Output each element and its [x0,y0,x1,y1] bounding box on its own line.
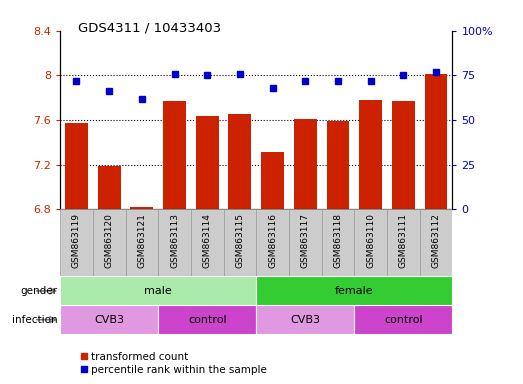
Text: control: control [384,314,423,325]
Bar [419,209,452,276]
Text: CVB3: CVB3 [94,314,124,325]
Text: gender: gender [20,286,58,296]
Text: GSM863119: GSM863119 [72,213,81,268]
Bar [191,209,224,276]
Bar [256,276,452,305]
Bar [60,305,158,334]
Text: control: control [188,314,226,325]
Text: GSM863110: GSM863110 [366,213,375,268]
Bar [289,209,322,276]
Bar [355,305,452,334]
Legend: transformed count, percentile rank within the sample: transformed count, percentile rank withi… [76,348,271,379]
Text: GSM863121: GSM863121 [138,213,146,268]
Bar [261,152,284,209]
Bar [65,123,88,209]
Bar [158,305,256,334]
Text: female: female [335,286,373,296]
Bar [359,100,382,209]
Text: GSM863111: GSM863111 [399,213,408,268]
Bar [98,166,121,209]
Text: GSM863113: GSM863113 [170,213,179,268]
Text: GSM863118: GSM863118 [334,213,343,268]
Text: GSM863117: GSM863117 [301,213,310,268]
Bar [256,209,289,276]
Bar [355,209,387,276]
Bar [392,101,415,209]
Bar [130,207,153,209]
Text: GDS4311 / 10433403: GDS4311 / 10433403 [78,21,222,34]
Text: infection: infection [12,314,58,325]
Bar [387,209,419,276]
Text: GSM863115: GSM863115 [235,213,244,268]
Text: GSM863114: GSM863114 [203,213,212,268]
Bar [326,121,349,209]
Text: GSM863116: GSM863116 [268,213,277,268]
Bar [60,276,256,305]
Bar [229,114,252,209]
Text: CVB3: CVB3 [290,314,320,325]
Bar [126,209,158,276]
Bar [163,101,186,209]
Text: GSM863120: GSM863120 [105,213,113,268]
Bar [196,116,219,209]
Bar [60,209,93,276]
Bar [93,209,126,276]
Bar [322,209,355,276]
Bar [158,209,191,276]
Bar [256,305,355,334]
Bar [224,209,256,276]
Text: male: male [144,286,172,296]
Bar [294,119,317,209]
Text: GSM863112: GSM863112 [431,213,440,268]
Bar [425,74,448,209]
